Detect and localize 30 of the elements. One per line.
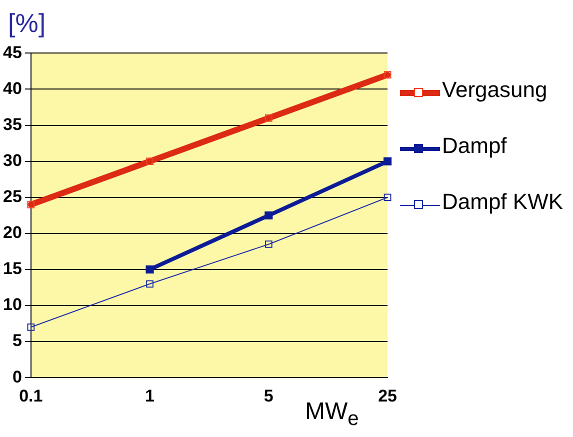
y-tick-label: 10	[2, 295, 22, 314]
x-axis-title: MW$_{e}$	[305, 398, 359, 431]
y-tick-label: 5	[12, 331, 22, 350]
y-tick-label: 20	[2, 223, 22, 242]
y-tick-label: 0	[12, 367, 22, 386]
point	[146, 265, 154, 274]
point	[146, 158, 154, 166]
point	[264, 114, 272, 122]
x-tick-label: 25	[378, 386, 398, 406]
y-tick-label: 30	[2, 151, 22, 170]
y-tick-label: 25	[2, 187, 22, 206]
x-tick-label: 5	[264, 386, 274, 406]
point	[384, 157, 392, 166]
y-tick-label: 15	[2, 259, 22, 278]
x-tick-label: 1	[145, 386, 155, 406]
y-tick-label: 40	[2, 78, 22, 98]
point	[264, 211, 273, 220]
y-axis-title: [%]	[8, 8, 46, 39]
legend-label: Dampf	[442, 133, 508, 158]
x-tick-label: 0.1	[19, 386, 43, 406]
point	[384, 194, 392, 202]
point	[27, 323, 35, 331]
legend-label: Vergasung	[442, 77, 548, 102]
y-tick-label: 35	[2, 114, 22, 134]
y-tick-label: 45	[2, 42, 22, 62]
point	[264, 240, 272, 248]
point	[27, 200, 35, 208]
point	[384, 71, 392, 79]
legend-label: Dampf KWK	[442, 189, 564, 214]
point	[146, 280, 154, 288]
